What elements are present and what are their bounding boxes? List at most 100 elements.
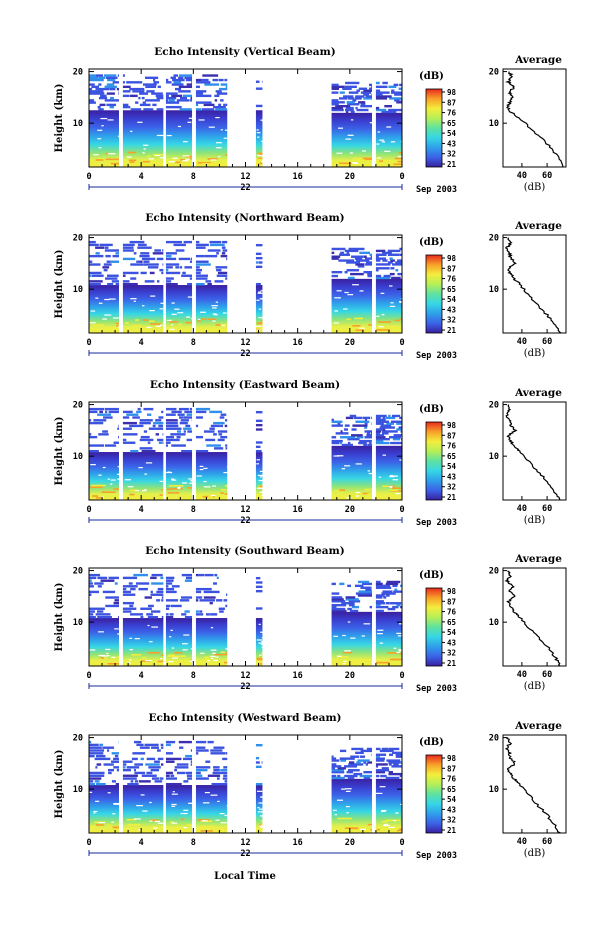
heatmap-echo — [133, 740, 142, 744]
heatmap-gap — [166, 471, 173, 474]
heatmap-echo — [165, 760, 175, 763]
heatmap-echo — [256, 658, 263, 661]
heatmap-echo — [375, 582, 383, 586]
heatmap-gap — [393, 647, 397, 649]
heatmap-echo — [255, 256, 263, 260]
heatmap-echo — [382, 259, 388, 262]
heatmap-echo — [258, 153, 263, 155]
heatmap-gap — [260, 643, 268, 645]
colorbar-tick-label: 21 — [447, 160, 457, 169]
heatmap-echo — [375, 441, 390, 445]
heatmap-echo — [259, 663, 263, 665]
heatmap-echo — [375, 753, 387, 756]
heatmap-gap — [358, 327, 365, 329]
heatmap-echo — [195, 752, 199, 755]
heatmap-block — [375, 445, 402, 500]
heatmap-echo — [331, 607, 346, 611]
heatmap-gap — [213, 659, 218, 662]
heatmap-echo — [131, 757, 138, 761]
heatmap-echo — [392, 584, 398, 588]
heatmap-echo — [389, 97, 402, 100]
average-y-tick-label: 10 — [489, 285, 499, 295]
y-axis-label: Height (km) — [54, 417, 65, 486]
heatmap-echo — [224, 485, 228, 487]
heatmap-gap — [171, 479, 177, 481]
heatmap-echo — [341, 443, 353, 447]
heatmap-echo — [206, 444, 221, 447]
heatmap-echo — [393, 590, 402, 593]
heatmap-echo — [89, 74, 96, 77]
heatmap-echo — [103, 263, 112, 266]
heatmap-gap — [141, 305, 145, 307]
heatmap-echo — [178, 76, 184, 80]
heatmap-echo — [161, 271, 164, 275]
heatmap-echo — [195, 274, 208, 277]
heatmap-echo — [366, 432, 370, 435]
heatmap-echo — [331, 596, 343, 599]
average-x-tick-label: 60 — [542, 171, 552, 181]
heatmap-gap — [159, 324, 163, 326]
heatmap-echo — [106, 260, 111, 263]
heatmap-echo — [142, 656, 147, 659]
heatmap-gap — [215, 819, 220, 821]
heatmap-echo — [171, 94, 183, 98]
heatmap-echo — [195, 271, 201, 275]
heatmap-echo — [261, 761, 263, 764]
heatmap-echo — [375, 255, 379, 258]
heatmap-echo — [140, 252, 150, 255]
heatmap-echo — [160, 576, 164, 580]
heatmap-echo — [331, 592, 340, 595]
heatmap-echo — [139, 260, 143, 263]
heatmap-gap — [154, 820, 161, 823]
average-x-label: (dB) — [524, 681, 546, 692]
heatmap-echo — [89, 825, 96, 828]
heatmap-echo — [173, 827, 182, 829]
heatmap-gap — [341, 468, 346, 470]
heatmap-echo — [226, 257, 228, 261]
panel-title: Echo Intensity (Vertical Beam) — [154, 46, 335, 58]
heatmap-echo — [122, 81, 126, 84]
heatmap-echo — [173, 74, 178, 77]
x-tick-label: 8 — [191, 172, 196, 182]
heatmap-echo — [381, 432, 389, 435]
heatmap-echo — [145, 76, 159, 80]
heatmap-echo — [375, 603, 381, 607]
heatmap-echo — [375, 600, 384, 603]
heatmap-echo — [331, 91, 339, 94]
heatmap-echo — [143, 260, 150, 263]
heatmap-echo — [175, 249, 185, 252]
heatmap-echo — [344, 249, 359, 253]
heatmap-echo — [345, 106, 354, 110]
heatmap-echo — [351, 605, 360, 609]
heatmap-echo — [133, 252, 137, 255]
heatmap-echo — [331, 757, 337, 760]
heatmap-echo — [358, 101, 366, 104]
heatmap-echo — [350, 755, 359, 758]
heatmap-echo — [122, 105, 131, 109]
heatmap-gap — [347, 621, 351, 623]
x-tick-label: 0 — [399, 671, 404, 681]
heatmap-gap — [215, 656, 219, 658]
heatmap-echo — [190, 96, 193, 100]
heatmap-echo — [89, 746, 102, 749]
heatmap-echo — [143, 430, 148, 433]
heatmap-echo — [398, 426, 402, 429]
heatmap-echo — [140, 607, 152, 610]
heatmap-echo — [382, 416, 386, 420]
heatmap-echo — [165, 771, 173, 775]
heatmap-echo — [218, 103, 222, 107]
heatmap-echo — [132, 829, 141, 832]
heatmap-gap — [256, 459, 261, 461]
heatmap-echo — [95, 766, 98, 769]
heatmap-gap — [220, 822, 228, 824]
heatmap-echo — [255, 765, 262, 769]
heatmap-gap — [346, 812, 349, 814]
heatmap-gap — [376, 315, 380, 317]
heatmap-gap — [160, 658, 163, 660]
heatmap-echo — [388, 763, 392, 766]
average-x-tick-label: 60 — [542, 504, 552, 514]
heatmap-echo — [331, 247, 346, 251]
heatmap-echo — [346, 251, 350, 255]
heatmap-echo — [144, 596, 152, 599]
heatmap-gap — [174, 308, 180, 310]
